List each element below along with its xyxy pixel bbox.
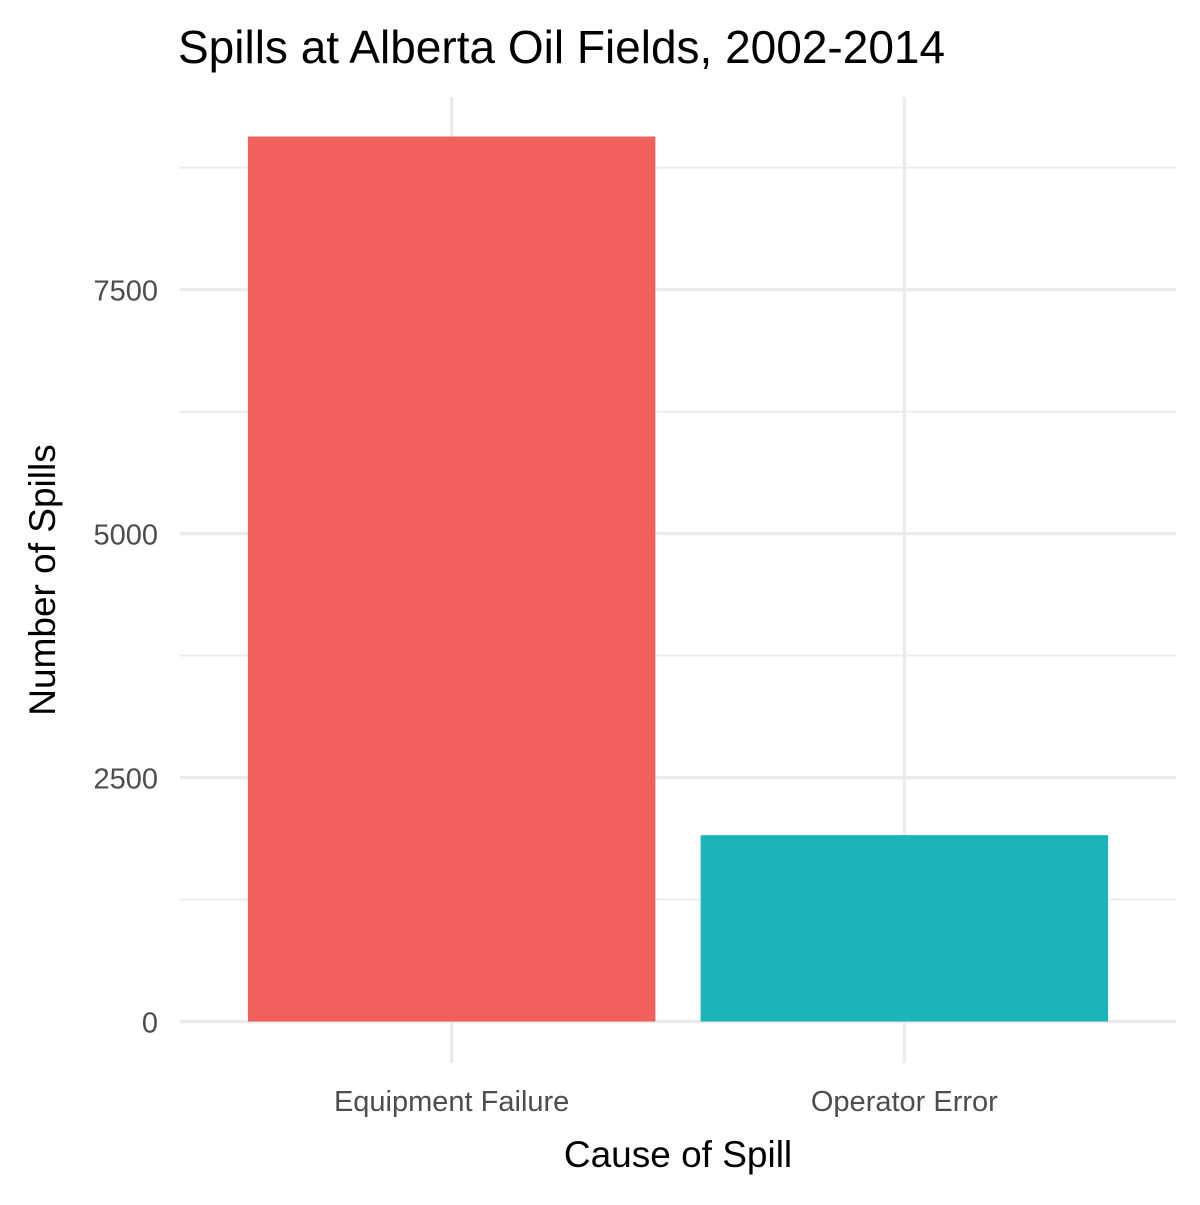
- y-tick-label-1: 2500: [93, 764, 158, 796]
- bar-layer: [247, 136, 1109, 1022]
- y-tick-label-2: 5000: [93, 520, 158, 552]
- bar-operator-error: [700, 835, 1109, 1022]
- x-tick-label-0: Equipment Failure: [334, 1086, 569, 1118]
- x-tick-labels: Equipment Failure Operator Error: [334, 1086, 998, 1118]
- y-tick-labels: 0 2500 5000 7500: [93, 276, 158, 1040]
- x-tick-label-1: Operator Error: [811, 1086, 998, 1118]
- y-tick-label-0: 0: [142, 1008, 158, 1040]
- y-axis-title: Number of Spills: [22, 444, 63, 715]
- bar-equipment-failure: [247, 136, 656, 1022]
- y-tick-label-3: 7500: [93, 276, 158, 308]
- chart-title: Spills at Alberta Oil Fields, 2002-2014: [178, 21, 945, 73]
- x-axis-title: Cause of Spill: [564, 1134, 792, 1175]
